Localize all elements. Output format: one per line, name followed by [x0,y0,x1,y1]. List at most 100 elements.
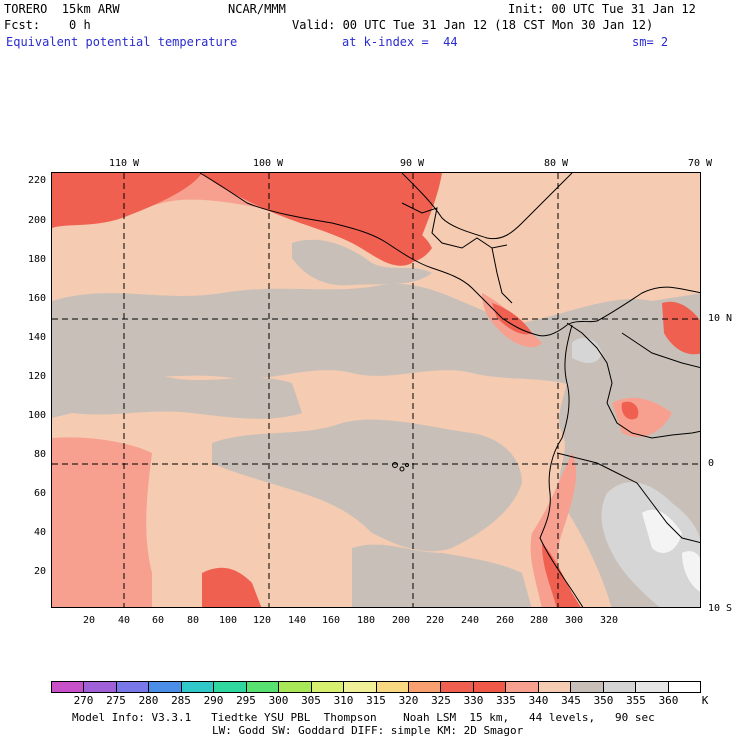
map-panel[interactable] [51,172,701,608]
model-title: TORERO 15km ARW [4,2,120,16]
physics-info: LW: Godd SW: Goddard DIFF: simple KM: 2D… [212,724,524,737]
red-region [382,228,432,264]
colorbar-level-label: 285 [171,694,191,707]
coastline [539,324,584,607]
colorbar-swatch [149,682,182,692]
theta-e-field [52,173,700,607]
colorbar-swatch [52,682,85,692]
grey-region [292,239,432,286]
red-region [621,401,639,420]
country-border [621,332,700,369]
x-tick-label: 200 [391,615,411,626]
colorbar-swatch [344,682,377,692]
colorbar-swatch [214,682,247,692]
lon-label: 70 W [687,158,713,169]
country-border [491,247,513,304]
x-tick-label: 40 [117,615,131,626]
colorbar-swatch [84,682,117,692]
y-tick-label: 40 [33,527,46,538]
x-tick-label: 280 [529,615,549,626]
colorbar-level-label: 360 [658,694,679,707]
init-time: Init: 00 UTC Tue 31 Jan 12 [508,2,696,16]
light-grey-region [601,482,700,607]
colorbar-swatch [636,682,669,692]
colorbar-swatch [538,682,572,692]
x-tick-label: 240 [460,615,480,626]
colorbar-level-label: 330 [463,694,484,707]
field-name: Equivalent potential temperature [6,35,238,49]
colorbar-swatch [668,682,701,692]
colorbar-swatch [441,682,474,692]
colorbar-level-label: 270 [73,694,94,707]
coastline [199,173,700,337]
red-region [202,173,442,266]
grey-region [52,323,302,419]
y-tick-label: 120 [27,371,46,382]
colorbar-swatch [311,682,345,692]
lat-label: 0 [708,458,715,469]
colorbar-swatch [506,682,539,692]
y-tick-label: 100 [27,410,46,421]
grey-region [52,283,700,396]
y-tick-label: 140 [27,332,46,343]
colorbar-level-label: 350 [593,694,614,707]
peach-region [52,437,152,607]
x-tick-label: 320 [599,615,619,626]
y-tick-label: 220 [27,175,46,186]
colorbar-swatch [116,682,150,692]
x-tick-label: 120 [252,615,272,626]
country-border [566,322,700,439]
galapagos-island [399,466,405,472]
x-tick-label: 140 [287,615,307,626]
smoothing-label: sm= 2 [632,35,669,49]
colorbar-level-label: 340 [528,694,549,707]
colorbar-unit: K [701,694,709,707]
grey-region [352,544,532,607]
x-tick-label: 60 [151,615,165,626]
peach-region [530,453,577,607]
model-info: Model Info: V3.3.1 Tiedtke YSU PBL Thomp… [72,711,655,724]
colorbar-swatch [473,682,507,692]
white-region [642,509,682,553]
colorbar-level-label: 345 [561,694,581,707]
x-tick-label: 20 [82,615,96,626]
colorbar-level-label: 280 [138,694,159,707]
colorbar-level-label: 320 [398,694,419,707]
y-tick-label: 20 [33,566,46,577]
colorbar-level-label: 290 [203,694,224,707]
country-border [556,452,700,544]
y-tick-label: 180 [27,254,46,265]
organization-label: NCAR/MMM [228,2,286,16]
colorbar-level-label: 295 [236,694,256,707]
y-tick-label: 60 [33,488,46,499]
colorbar-swatch [181,682,215,692]
colorbar-level-label: 310 [333,694,354,707]
colorbar-swatch [571,682,604,692]
colorbar-level-label: 335 [496,694,516,707]
colorbar-swatch [246,682,280,692]
country-border [401,202,508,249]
grey-region [212,419,522,552]
colorbar-swatch [408,682,442,692]
white-region [682,551,700,592]
colorbar-level-label: 315 [366,694,386,707]
x-tick-label: 180 [356,615,376,626]
lat-label: 10 S [708,603,733,614]
x-tick-label: 80 [186,615,200,626]
x-tick-label: 220 [425,615,445,626]
y-tick-label: 160 [27,293,46,304]
colorbar-level-label: 355 [626,694,646,707]
colorbar-level-label: 325 [431,694,451,707]
lon-label: 100 W [252,158,284,169]
light-grey-region [572,337,602,363]
colorbar-swatch [376,682,409,692]
colorbar-level-label: 275 [106,694,126,707]
graticule [52,173,700,607]
forecast-hour: Fcst: 0 h [4,18,91,32]
x-tick-label: 160 [321,615,341,626]
colorbar-swatch [603,682,637,692]
colorbar [51,681,701,693]
colorbar-swatch [279,682,312,692]
galapagos-island [392,462,398,468]
valid-time: Valid: 00 UTC Tue 31 Jan 12 (18 CST Mon … [292,18,654,32]
